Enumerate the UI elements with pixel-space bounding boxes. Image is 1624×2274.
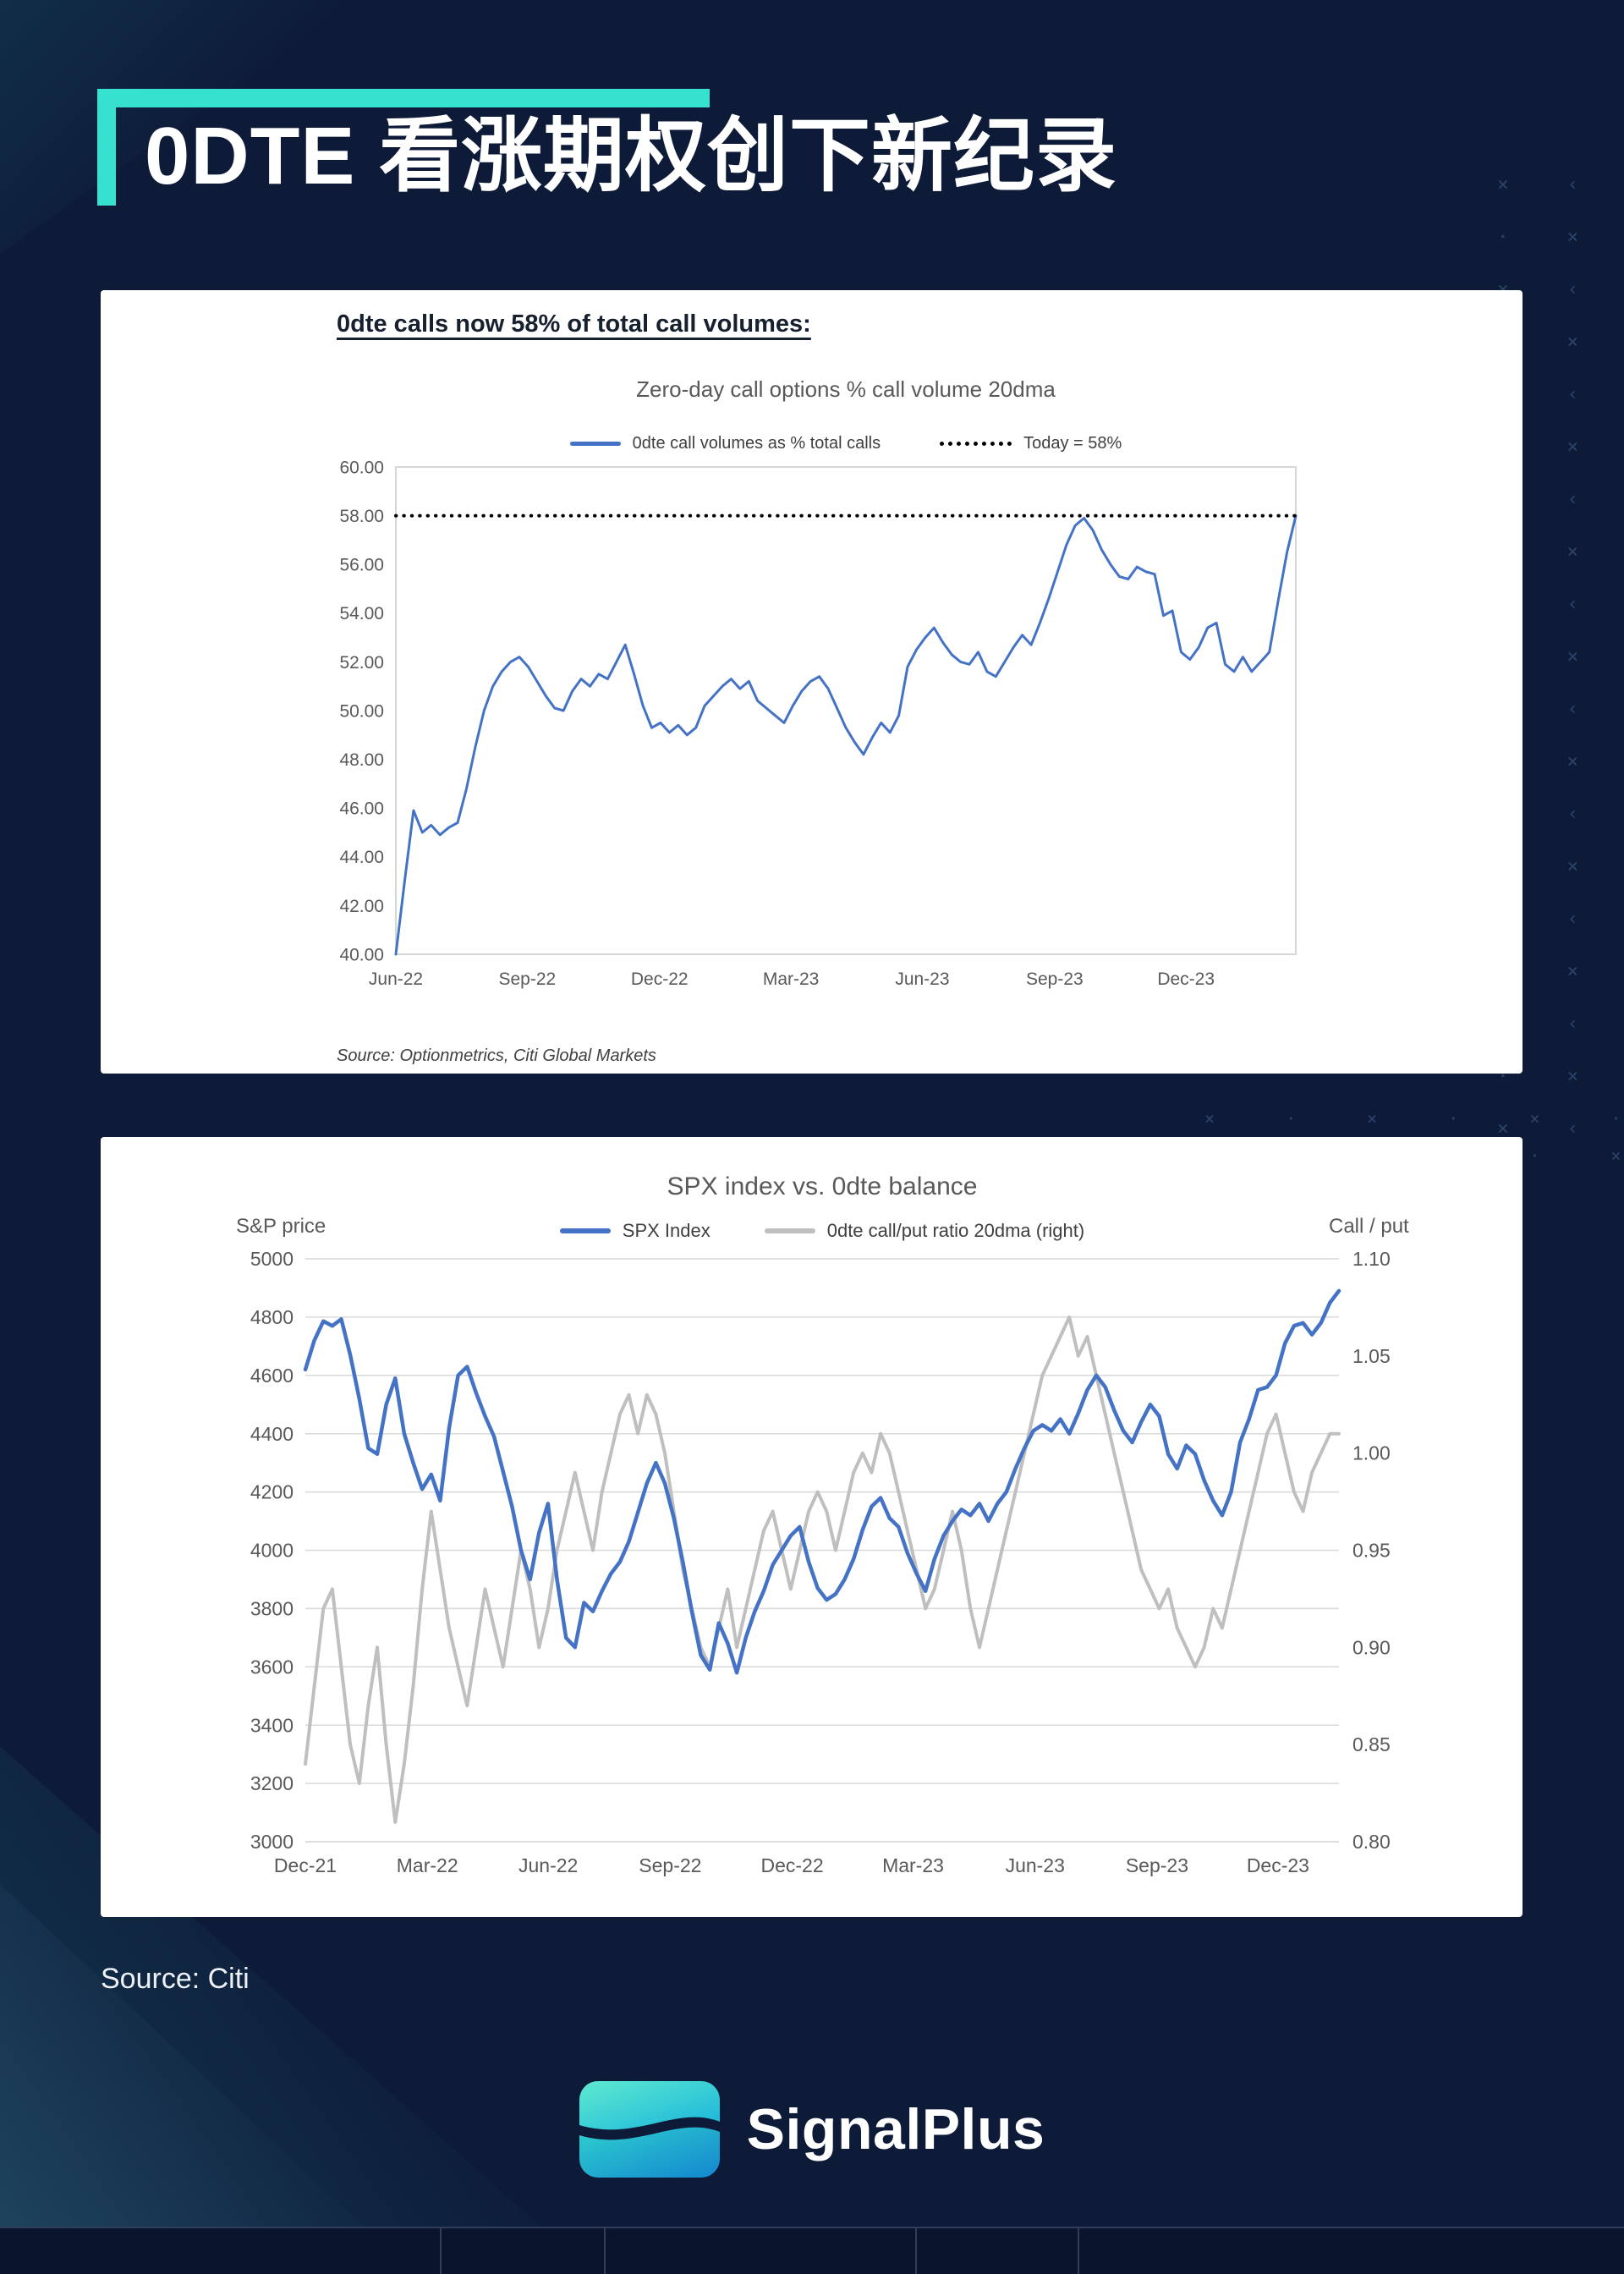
footer-divider (604, 2228, 606, 2274)
svg-text:60.00: 60.00 (339, 458, 384, 477)
title-accent-left-bar (97, 107, 116, 206)
header: 0DTE 看涨期权创下新纪录 (97, 107, 1117, 206)
svg-text:3200: 3200 (250, 1772, 294, 1794)
svg-text:56.00: 56.00 (339, 556, 384, 575)
svg-text:Mar-23: Mar-23 (882, 1854, 944, 1876)
svg-text:Jun-22: Jun-22 (518, 1854, 578, 1876)
svg-text:Dec-21: Dec-21 (274, 1854, 337, 1876)
svg-text:0.90: 0.90 (1352, 1636, 1391, 1658)
svg-text:1.10: 1.10 (1352, 1248, 1391, 1270)
brand-logo: SignalPlus (0, 2081, 1624, 2178)
svg-text:46.00: 46.00 (339, 799, 384, 819)
svg-text:4000: 4000 (250, 1540, 294, 1562)
svg-text:58.00: 58.00 (339, 507, 384, 526)
svg-text:50.00: 50.00 (339, 701, 384, 721)
blue-line-swatch (559, 1228, 611, 1233)
legend-item-today: Today = 58% (940, 434, 1122, 453)
svg-text:52.00: 52.00 (339, 653, 384, 673)
svg-text:0.85: 0.85 (1352, 1733, 1391, 1755)
svg-text:3600: 3600 (250, 1656, 294, 1678)
source-note: Source: Citi (101, 1963, 250, 1995)
page-title: 0DTE 看涨期权创下新纪录 (145, 111, 1118, 201)
svg-text:42.00: 42.00 (339, 897, 384, 916)
svg-text:0.95: 0.95 (1352, 1540, 1391, 1562)
svg-text:1.00: 1.00 (1352, 1442, 1391, 1464)
footer-band (0, 2227, 1624, 2274)
dotted-line-swatch (940, 442, 1012, 446)
footer-divider (1078, 2228, 1079, 2274)
svg-text:3800: 3800 (250, 1597, 294, 1619)
svg-text:Jun-23: Jun-23 (895, 969, 949, 989)
svg-text:4800: 4800 (250, 1306, 294, 1328)
left-axis-caption: S&P price (236, 1215, 326, 1238)
svg-text:3000: 3000 (250, 1831, 294, 1853)
zero-day-call-volume-chart: 40.00 42.00 44.00 46.00 48.00 50.00 52.00 54.00… (339, 458, 1298, 989)
legend-label: SPX Index (622, 1220, 710, 1241)
legend-item-spx: SPX Index (559, 1220, 710, 1242)
blue-line-swatch (569, 442, 621, 446)
spx-vs-0dte-chart: 3000 3200 3400 3600 3800 4000 4200 4400 4600 4800… (250, 1248, 1391, 1876)
odte-call-volume-card: 0dte calls now 58% of total call volumes… (101, 290, 1522, 1074)
legend-label: Today = 58% (1023, 434, 1122, 453)
chart2-legend: SPX Index 0dte call/put ratio 20dma (rig… (305, 1220, 1339, 1242)
spx-vs-odte-card: SPX index vs. 0dte balance S&P price Cal… (101, 1137, 1522, 1917)
svg-text:4600: 4600 (250, 1365, 294, 1387)
svg-text:48.00: 48.00 (339, 750, 384, 770)
chart1-legend: 0dte call volumes as % total calls Today… (396, 434, 1296, 453)
svg-text:Sep-22: Sep-22 (639, 1854, 701, 1876)
svg-text:5000: 5000 (250, 1248, 294, 1270)
svg-text:Jun-23: Jun-23 (1006, 1854, 1065, 1876)
svg-text:54.00: 54.00 (339, 604, 384, 623)
gray-line-swatch (764, 1228, 815, 1233)
svg-text:44.00: 44.00 (339, 848, 384, 867)
legend-label: 0dte call volumes as % total calls (632, 434, 881, 453)
signalplus-logo-icon (579, 2081, 720, 2178)
chart1-title: Zero-day call options % call volume 20dm… (636, 376, 1056, 402)
svg-text:3400: 3400 (250, 1714, 294, 1736)
chart1-source: Source: Optionmetrics, Citi Global Marke… (337, 1046, 656, 1065)
legend-label: 0dte call/put ratio 20dma (right) (826, 1220, 1085, 1241)
svg-text:Sep-22: Sep-22 (498, 969, 556, 989)
svg-text:Dec-23: Dec-23 (1157, 969, 1215, 989)
svg-text:Dec-23: Dec-23 (1247, 1854, 1309, 1876)
svg-text:1.05: 1.05 (1352, 1345, 1391, 1367)
svg-text:Jun-22: Jun-22 (369, 969, 423, 989)
brand-name: SignalPlus (746, 2097, 1045, 2161)
svg-text:40.00: 40.00 (339, 945, 384, 964)
chart2-title: SPX index vs. 0dte balance (667, 1173, 978, 1200)
svg-text:Mar-23: Mar-23 (763, 969, 820, 989)
svg-text:Mar-22: Mar-22 (397, 1854, 458, 1876)
legend-item-ratio: 0dte call/put ratio 20dma (right) (764, 1220, 1085, 1242)
footer-divider (915, 2228, 917, 2274)
svg-text:4400: 4400 (250, 1423, 294, 1445)
svg-text:0.80: 0.80 (1352, 1831, 1391, 1853)
footer-divider (440, 2228, 442, 2274)
title-accent-top-bar (97, 89, 710, 107)
svg-text:Dec-22: Dec-22 (760, 1854, 823, 1876)
svg-text:4200: 4200 (250, 1481, 294, 1503)
svg-text:Sep-23: Sep-23 (1126, 1854, 1188, 1876)
right-axis-caption: Call / put (1329, 1215, 1409, 1238)
svg-text:Dec-22: Dec-22 (631, 969, 689, 989)
chart1-heading: 0dte calls now 58% of total call volumes… (337, 310, 811, 338)
legend-item-call-volumes: 0dte call volumes as % total calls (569, 434, 881, 453)
svg-text:Sep-23: Sep-23 (1026, 969, 1084, 989)
